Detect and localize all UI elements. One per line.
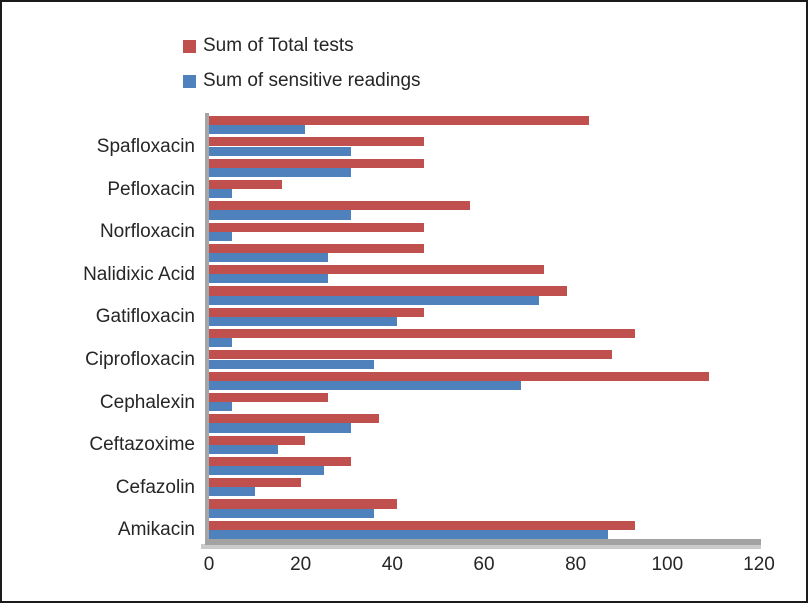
bar-total-tests-row-2 (209, 137, 425, 147)
bar-sensitive-readings-row-11 (209, 338, 232, 348)
bar-total-tests-row-14 (209, 392, 329, 403)
category-label-cephalexin: Cephalexin (99, 391, 195, 413)
category-label-ciprofloxacin: Ciprofloxacin (85, 349, 195, 370)
legend-label-total-tests: Sum of Total tests (203, 35, 354, 56)
legend-swatch-sensitive-readings-icon (183, 74, 196, 88)
bar-sensitive-readings-row-12 (209, 359, 374, 369)
bar-sensitive-readings-row-5 (209, 210, 352, 220)
x-tick-label-0: 0 (203, 554, 215, 575)
bar-total-tests-row-7 (209, 243, 425, 253)
bar-sensitive-readings-row-6 (209, 231, 232, 241)
bar-total-tests-row-5 (209, 201, 471, 211)
bar-sensitive-readings-row-20 (209, 529, 608, 540)
bar-sensitive-readings-row-3 (209, 167, 352, 177)
bar-total-tests-row-8 (209, 265, 544, 275)
bar-total-tests-row-10 (209, 307, 425, 317)
x-tick-label-20: 20 (290, 554, 312, 575)
legend-label-sensitive-readings: Sum of sensitive readings (203, 70, 421, 91)
bar-sensitive-readings-row-18 (209, 487, 255, 497)
category-label-spafloxacin: Spafloxacin (96, 136, 195, 157)
category-label-nalidixic-acid: Nalidixic Acid (83, 263, 195, 285)
bar-sensitive-readings-row-1 (209, 125, 306, 135)
x-axis-line-shadow (201, 544, 761, 549)
x-tick-label-80: 80 (565, 554, 587, 575)
bar-total-tests-row-19 (209, 499, 397, 509)
bar-total-tests-row-1 (209, 116, 590, 126)
category-label-norfloxacin: Norfloxacin (99, 221, 195, 243)
category-label-gatifloxacin: Gatifloxacin (95, 306, 195, 328)
bar-sensitive-readings-row-15 (209, 423, 352, 433)
x-tick-label-60: 60 (473, 554, 495, 575)
bar-total-tests-row-16 (209, 435, 306, 445)
bar-sensitive-readings-row-17 (209, 466, 324, 476)
x-tick-label-120: 120 (743, 554, 775, 575)
legend-item-total-tests: Sum of Total tests (183, 33, 354, 59)
bar-total-tests-row-4 (209, 179, 283, 190)
legend-item-sensitive-readings: Sum of sensitive readings (183, 68, 421, 94)
category-label-amikacin: Amikacin (117, 519, 195, 541)
x-tick-label-100: 100 (651, 554, 684, 575)
bar-total-tests-row-13 (209, 371, 709, 381)
bar-total-tests-row-9 (209, 286, 567, 296)
bar-sensitive-readings-row-7 (209, 253, 329, 263)
bar-total-tests-row-20 (209, 520, 636, 530)
bar-total-tests-row-11 (209, 329, 636, 339)
bar-total-tests-row-18 (209, 478, 301, 488)
bar-total-tests-row-3 (209, 158, 425, 168)
category-label-pefloxacin: Pefloxacin (107, 178, 195, 200)
bar-sensitive-readings-row-4 (209, 189, 232, 199)
legend-swatch-total-tests-icon (183, 39, 196, 53)
x-tick-label-40: 40 (381, 554, 403, 575)
bar-sensitive-readings-row-14 (209, 402, 232, 412)
bar-total-tests-row-12 (209, 350, 613, 360)
x-axis-line (205, 539, 761, 545)
bar-sensitive-readings-row-2 (209, 146, 352, 156)
bar-sensitive-readings-row-19 (209, 508, 374, 518)
bar-sensitive-readings-row-10 (209, 316, 397, 327)
bar-sensitive-readings-row-16 (209, 444, 278, 454)
bar-sensitive-readings-row-8 (209, 274, 329, 284)
bar-total-tests-row-17 (209, 456, 352, 466)
category-axis-line (205, 113, 209, 545)
category-label-cefazolin: Cefazolin (115, 476, 195, 498)
bar-total-tests-row-6 (209, 222, 425, 232)
bar-total-tests-row-15 (209, 414, 379, 424)
category-label-ceftazoxime: Ceftazoxime (89, 434, 195, 456)
bar-sensitive-readings-row-9 (209, 295, 539, 305)
bar-sensitive-readings-row-13 (209, 380, 521, 390)
